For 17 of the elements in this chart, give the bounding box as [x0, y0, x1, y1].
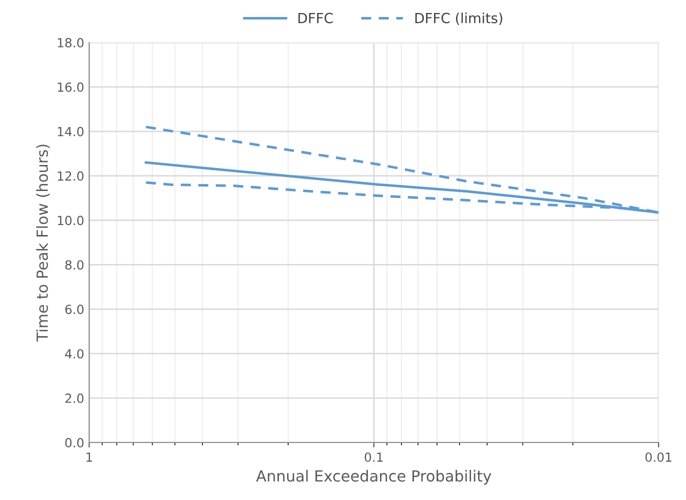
legend-label: DFFC — [298, 12, 333, 24]
y-tick-label: 12.0 — [58, 171, 84, 181]
y-tick-label: 18.0 — [58, 38, 84, 48]
x-axis-title: Annual Exceedance Probability — [256, 470, 492, 485]
y-axis-title: Time to Peak Flow (hours) — [36, 144, 50, 342]
y-tick-label: 8.0 — [65, 260, 84, 270]
y-tick-label: 14.0 — [58, 126, 84, 136]
x-tick-label: 0.1 — [364, 452, 383, 462]
y-tick-label: 10.0 — [58, 216, 84, 226]
legend-label: DFFC (limits) — [415, 12, 502, 25]
y-tick-label: 0.0 — [65, 438, 84, 448]
y-tick-label: 6.0 — [65, 304, 84, 314]
x-tick-label: 1 — [86, 452, 92, 462]
x-tick-label: 0.01 — [645, 452, 672, 462]
y-tick-label: 16.0 — [58, 82, 84, 92]
y-tick-label: 4.0 — [65, 349, 84, 359]
y-tick-label: 2.0 — [65, 394, 84, 403]
